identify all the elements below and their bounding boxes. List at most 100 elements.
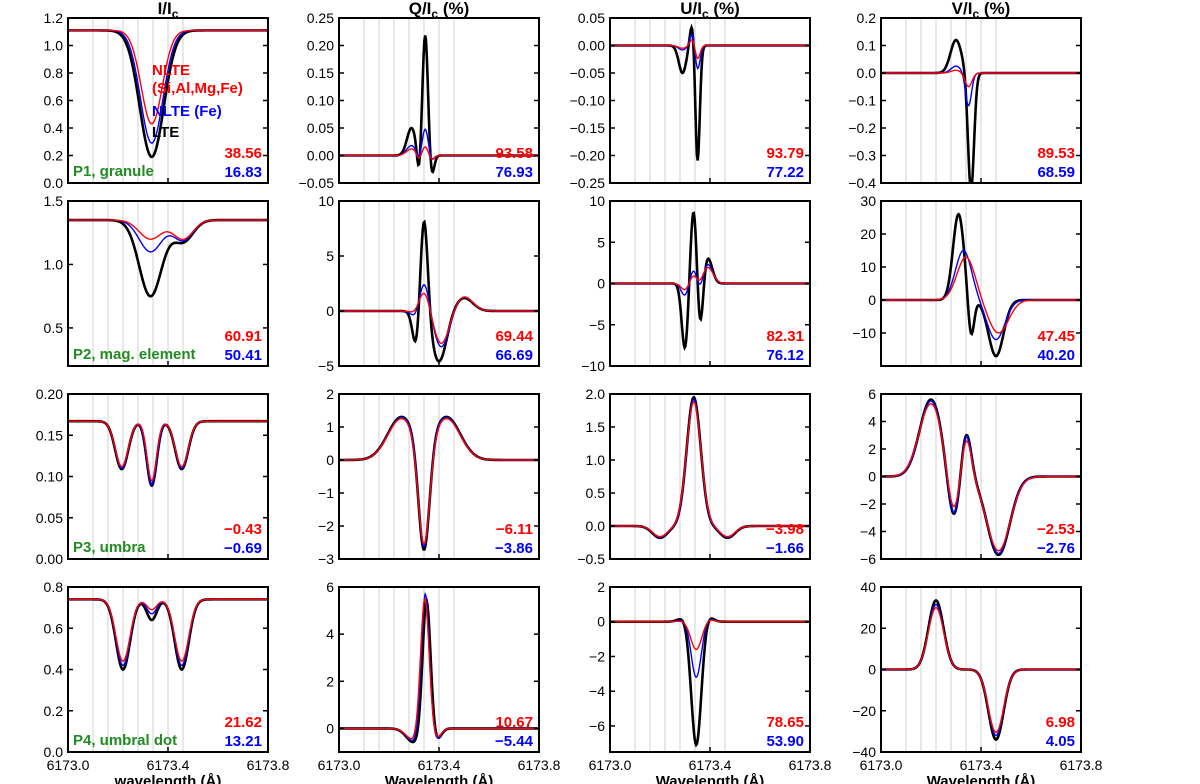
y-tick-label: −3	[318, 551, 334, 567]
x-tick-label: 6173.0	[860, 757, 903, 773]
y-tick-label: 0.0	[44, 175, 64, 191]
value-nlte-fe: 50.41	[224, 347, 262, 364]
value-nlte-fe: 68.59	[1037, 164, 1075, 181]
value-nlte-fe: 76.12	[766, 347, 804, 364]
value-nlte-si: 60.91	[224, 328, 262, 345]
y-tick-label: 0.5	[44, 320, 64, 336]
panel-r3-c3: −0.5 0.0 0.5 1.0 1.5 2.0 −3.98 −1.66	[577, 386, 811, 567]
y-tick-label: −20	[852, 703, 876, 719]
y-tick-label: 2	[326, 673, 334, 689]
value-nlte-si: 93.79	[766, 145, 804, 162]
column-title-1: Q/Ic (%)	[409, 0, 470, 21]
y-tick-label: 1.0	[44, 38, 64, 54]
panel-r2-c4: −10 0 10 20 30 47.45 40.20	[852, 193, 1082, 367]
y-tick-label: −40	[852, 744, 876, 760]
y-tick-label: −0.2	[848, 120, 876, 136]
y-tick-label: 0.0	[44, 744, 64, 760]
y-tick-label: 0.10	[307, 93, 334, 109]
x-axis-label: wavelength (Å)	[114, 773, 222, 784]
value-nlte-fe: −2.76	[1037, 540, 1075, 557]
panel-r4-c4: −40 −20 0 20 40 6173.0 6173.4 6173.8 Wavelength …	[852, 579, 1102, 784]
value-nlte-fe: −0.69	[224, 540, 262, 557]
panel-r3-c4: −6 −4 −2 0 2 4 6 −2.53 −2.76	[860, 386, 1082, 567]
value-nlte-fe: 66.69	[495, 347, 533, 364]
value-nlte-si: 89.53	[1037, 145, 1075, 162]
series-nlte-si	[68, 420, 268, 482]
value-nlte-si: −2.53	[1037, 521, 1075, 538]
value-nlte-si: 38.56	[224, 145, 262, 162]
y-tick-label: 10	[318, 193, 334, 209]
column-title-0: I/Ic	[158, 0, 179, 21]
series-nlte-si	[610, 619, 810, 651]
row-label: P1, granule	[73, 163, 154, 180]
y-tick-label: 2	[326, 386, 334, 402]
y-tick-label: 0.8	[44, 65, 64, 81]
y-tick-label: 10	[589, 193, 605, 209]
y-tick-label: −0.3	[848, 148, 876, 164]
series-nlte-si	[68, 29, 268, 125]
y-tick-label: 5	[597, 234, 605, 250]
x-tick-label: 6173.4	[960, 757, 1003, 773]
series-nlte-si	[881, 607, 1081, 734]
value-nlte-fe: −5.44	[495, 733, 534, 750]
y-tick-label: −4	[860, 524, 876, 540]
y-tick-label: 1.5	[586, 419, 606, 435]
series-nlte-si	[339, 146, 539, 160]
y-tick-label: 0.5	[586, 485, 606, 501]
y-tick-label: 0.6	[44, 620, 64, 636]
value-nlte-fe: 40.20	[1037, 347, 1075, 364]
y-tick-label: 0.25	[307, 10, 334, 26]
y-tick-label: 0.20	[36, 386, 63, 402]
y-tick-label: 0.4	[44, 662, 64, 678]
y-tick-label: 0	[868, 469, 876, 485]
series-nlte-si	[610, 266, 810, 291]
panel-r3-c1: 0.00 0.05 0.10 0.15 0.20 −0.43 −0.69 P3, umbra	[36, 386, 269, 567]
y-tick-label: −2	[589, 648, 605, 664]
y-tick-label: −4	[589, 683, 605, 699]
y-tick-label: 0.10	[36, 469, 63, 485]
y-tick-label: 0	[597, 614, 605, 630]
y-tick-label: 1.0	[586, 452, 606, 468]
y-tick-label: 4	[326, 626, 334, 642]
y-tick-label: −2	[318, 518, 334, 534]
panel-r1-c1: 0.0 0.2 0.4 0.6 0.8 1.0 1.2 38.56 16.83 P1, granu…	[44, 10, 269, 191]
y-tick-label: 0.4	[44, 120, 64, 136]
y-tick-label: 0.20	[307, 38, 334, 54]
y-tick-label: −0.25	[570, 175, 606, 191]
y-tick-label: 2	[597, 579, 605, 595]
panel-r3-c2: −3 −2 −1 0 1 2 −6.11 −3.86	[318, 386, 540, 567]
x-tick-label: 6173.4	[147, 757, 190, 773]
x-tick-label: 6173.8	[789, 757, 832, 773]
column-title-3: V/Ic (%)	[952, 0, 1011, 21]
y-tick-label: −0.1	[848, 93, 876, 109]
y-tick-label: −0.10	[570, 93, 606, 109]
value-nlte-si: 78.65	[766, 714, 804, 731]
row-label: P4, umbral dot	[73, 732, 177, 749]
value-nlte-si: 10.67	[495, 714, 533, 731]
value-nlte-fe: 76.93	[495, 164, 533, 181]
y-tick-label: 2.0	[586, 386, 606, 402]
legend: NLTE(Si,Al,Mg,Fe) NLTE (Fe) LTE	[152, 62, 243, 141]
y-tick-label: 4	[868, 414, 876, 430]
y-tick-label: −0.15	[570, 120, 606, 136]
y-tick-label: 0	[326, 452, 334, 468]
y-tick-label: 10	[860, 259, 876, 275]
y-tick-label: 0.1	[857, 38, 877, 54]
legend-nlte-si-elements: (Si,Al,Mg,Fe)	[152, 80, 243, 97]
x-tick-label: 6173.4	[418, 757, 461, 773]
y-tick-label: 0.05	[307, 120, 334, 136]
legend-nlte-fe: NLTE (Fe)	[152, 103, 222, 120]
x-tick-label: 6173.4	[689, 757, 732, 773]
value-nlte-fe: 13.21	[224, 733, 262, 750]
x-tick-label: 6173.8	[247, 757, 290, 773]
y-tick-label: 20	[860, 226, 876, 242]
legend-nlte-si: NLTE	[152, 62, 190, 79]
y-tick-label: 5	[326, 248, 334, 264]
series-nlte-si	[881, 69, 1081, 88]
panel-r4-c1: 0.0 0.2 0.4 0.6 0.8 6173.0 6173.4 6173.8 wavelen…	[44, 579, 290, 784]
x-tick-label: 6173.8	[518, 757, 561, 773]
y-tick-label: −6	[589, 718, 605, 734]
x-tick-label: 6173.0	[47, 757, 90, 773]
series-nlte-si	[339, 417, 539, 545]
y-tick-label: 20	[860, 620, 876, 636]
